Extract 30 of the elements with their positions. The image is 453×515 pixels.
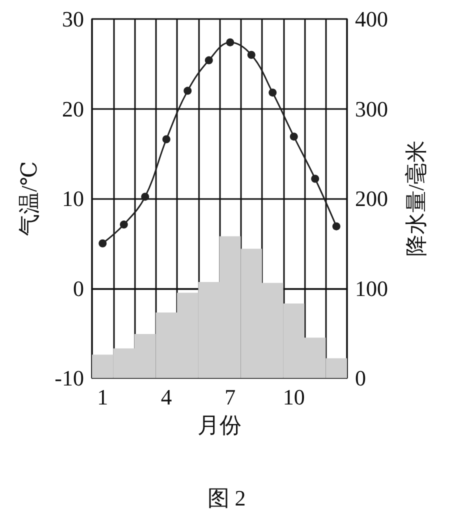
y2-axis-title: 降水量/毫米: [404, 140, 428, 257]
point: [184, 86, 192, 95]
y-tick-label: 30: [62, 6, 84, 32]
point: [98, 239, 107, 248]
x-tick-label: 10: [282, 384, 305, 410]
point: [290, 132, 298, 141]
point: [226, 38, 234, 46]
y-tick-label: 20: [62, 96, 84, 122]
point: [268, 88, 277, 97]
y-tick-label: 10: [62, 186, 84, 211]
x-tick-label: 4: [160, 384, 172, 410]
y2-tick-label: 100: [355, 276, 388, 301]
caption: 图 2: [207, 486, 246, 510]
point: [204, 56, 213, 64]
point: [162, 135, 170, 144]
y2-tick-label: 0: [355, 366, 366, 390]
point: [311, 174, 320, 183]
y2-tick-label: 200: [355, 186, 388, 211]
point: [247, 50, 256, 59]
y-tick-label: -10: [54, 366, 84, 390]
point: [141, 192, 150, 201]
y2-tick-label: 400: [355, 6, 388, 32]
point: [120, 220, 128, 229]
x-tick-label: 1: [97, 384, 108, 410]
y2-tick-label: 300: [355, 96, 388, 122]
y-tick-label: 0: [73, 276, 84, 301]
y-axis-title: 气温/℃: [16, 161, 42, 236]
x-tick-label: 7: [224, 384, 236, 410]
point: [332, 222, 340, 230]
x-axis-title: 月份: [198, 412, 242, 438]
